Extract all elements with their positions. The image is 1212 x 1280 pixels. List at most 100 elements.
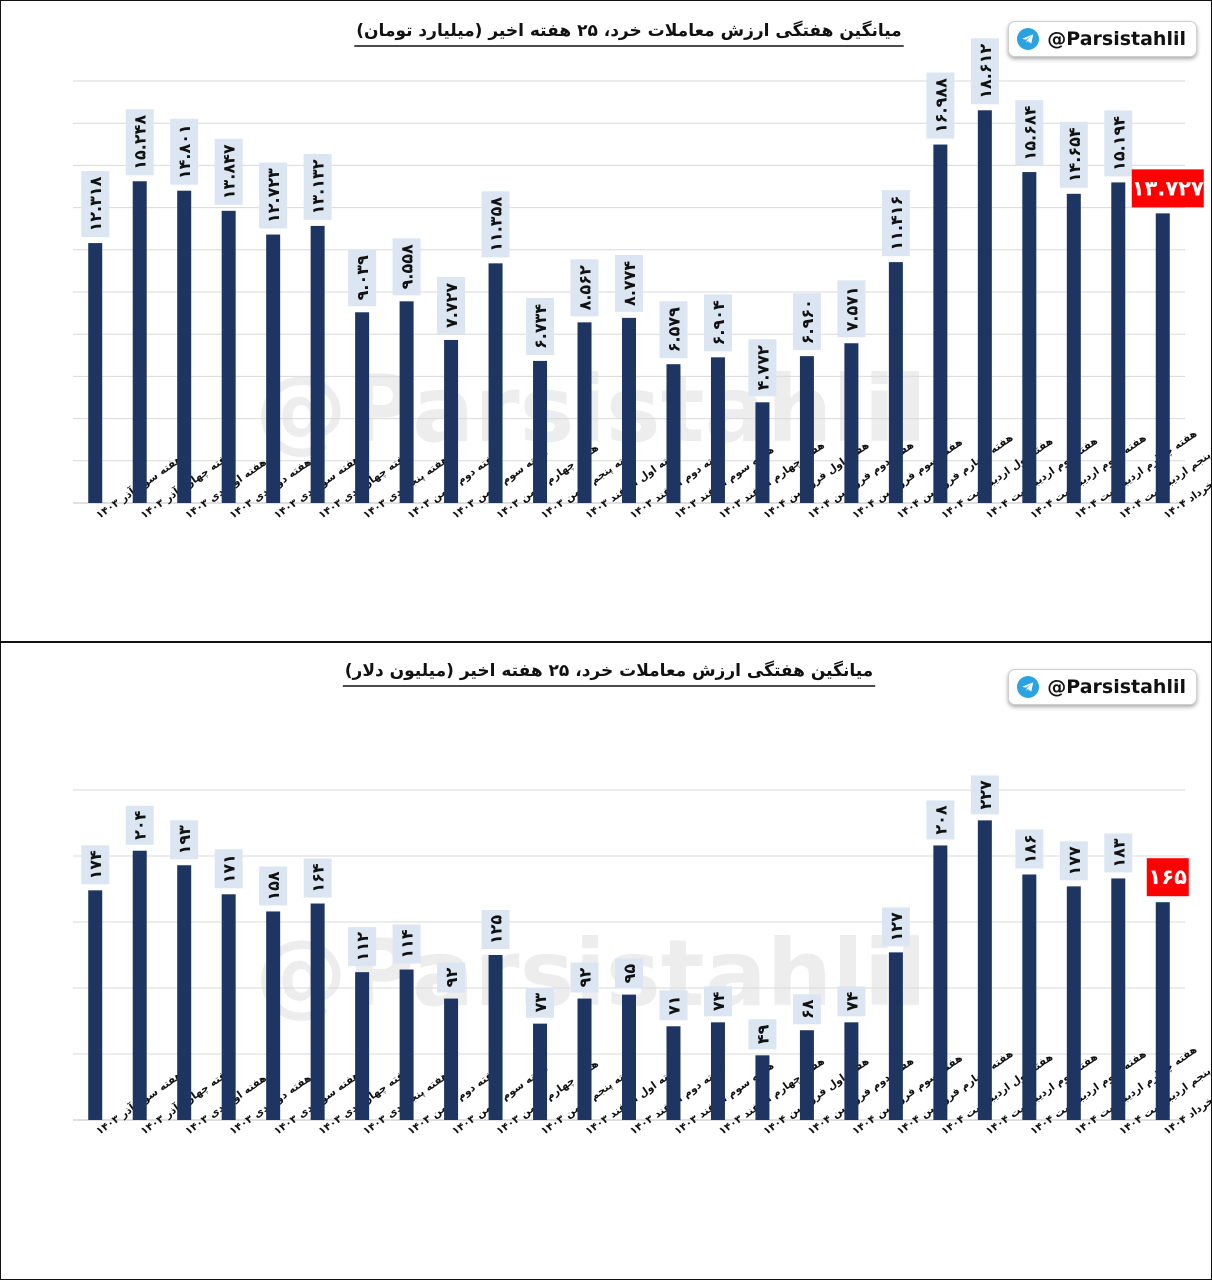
value-label: ۲۲۷ — [970, 775, 999, 815]
highlight-box — [1146, 858, 1189, 897]
value-label-bg — [437, 962, 466, 993]
value-label: ۱۲۷ — [881, 907, 910, 947]
value-label-bg — [837, 280, 866, 338]
value-label-bg — [970, 38, 999, 105]
value-label-text: ۱۸.۶۱۲ — [976, 44, 995, 99]
value-label-text: ۶.۹۰۴ — [709, 300, 728, 345]
value-label-bg — [748, 339, 777, 397]
value-label-bg — [881, 907, 910, 947]
value-label-text: ۱۲۷ — [887, 912, 906, 942]
bar — [1066, 193, 1081, 503]
value-label: ۶۸ — [792, 994, 821, 1025]
value-label-text: ۱۸۶ — [1020, 834, 1039, 863]
value-label-bg — [392, 238, 421, 296]
value-label: ۷۴ — [703, 986, 732, 1017]
value-label-text: ۱۷۴ — [86, 850, 105, 880]
value-label: ۱۳.۱۳۲ — [303, 153, 332, 220]
value-label-text: ۱۴.۶۵۴ — [1065, 127, 1084, 182]
value-label-bg — [837, 986, 866, 1017]
value-label: ۱۵۸ — [259, 866, 288, 906]
value-label-bg — [926, 72, 955, 139]
value-label: ۱۷۱ — [214, 849, 243, 889]
telegram-icon — [1017, 28, 1040, 50]
highlight-value-text: ۱۶۵ — [1149, 865, 1188, 889]
toman-chart: @Parsistahlil میانگین هفتگی ارزش معاملات … — [73, 20, 1211, 521]
value-label: ۱۲۵ — [481, 910, 510, 949]
value-label-text: ۹.۵۵۸ — [398, 244, 417, 289]
bar — [533, 360, 548, 503]
highlight-value-label: ۱۳.۷۲۷ — [1131, 169, 1204, 208]
value-label-bg — [81, 845, 110, 885]
value-label-bg — [303, 858, 332, 898]
value-label: ۸.۷۷۴ — [615, 254, 643, 312]
value-label-bg — [970, 775, 999, 815]
value-label-text: ۱۲.۷۲۳ — [264, 168, 283, 223]
value-label-text: ۷۱ — [664, 996, 683, 1016]
value-label: ۱۸۳ — [1104, 833, 1133, 873]
value-label: ۱۲.۷۲۳ — [259, 162, 288, 229]
bar — [355, 312, 370, 503]
value-label-text: ۹۵ — [620, 964, 639, 984]
value-label: ۹۵ — [615, 958, 643, 989]
value-label-bg — [926, 800, 955, 840]
value-label-text: ۱۱۲ — [353, 932, 372, 962]
value-label: ۹.۰۳۹ — [348, 249, 377, 307]
value-label-bg — [125, 805, 154, 845]
value-label-text: ۷.۵۷۱ — [842, 286, 861, 331]
bar — [755, 402, 770, 503]
bar — [88, 243, 103, 503]
value-label: ۱۸.۶۱۲ — [970, 38, 999, 105]
bar — [266, 234, 281, 504]
highlight-box — [1131, 169, 1204, 208]
bar — [622, 317, 636, 503]
value-label: ۱۱.۴۱۶ — [881, 190, 910, 257]
highlight-value-text: ۱۳.۷۲۷ — [1132, 176, 1204, 200]
value-label-bg — [792, 994, 821, 1025]
bar — [844, 1022, 859, 1120]
value-label-bg — [1104, 110, 1133, 177]
channel-badge[interactable]: @Parsistahlil — [1008, 669, 1197, 705]
value-label-bg — [437, 276, 466, 334]
value-label-text: ۷.۷۲۷ — [442, 283, 461, 328]
value-label-bg — [748, 1019, 777, 1050]
bar — [310, 225, 325, 503]
bar — [488, 955, 503, 1120]
value-label-text: ۱۵.۶۸۴ — [1020, 105, 1039, 160]
value-label-text: ۷۴ — [709, 991, 728, 1011]
bar — [710, 1022, 725, 1120]
value-label-bg — [570, 962, 599, 993]
channel-handle: @Parsistahlil — [1047, 28, 1186, 50]
bar — [88, 890, 103, 1120]
value-label-text: ۱۷۷ — [1065, 846, 1084, 876]
value-label: ۸.۵۶۲ — [570, 259, 599, 317]
dollar-chart: @Parsistahlil میانگین هفتگی ارزش معاملات … — [73, 660, 1211, 1137]
value-label-text: ۱۳.۱۳۲ — [309, 159, 328, 214]
value-label: ۱۵.۱۹۴ — [1104, 110, 1133, 177]
value-label: ۴۹ — [748, 1019, 777, 1050]
bar — [933, 845, 948, 1120]
value-label-text: ۱۱۴ — [398, 929, 417, 959]
channel-badge[interactable]: @Parsistahlil — [1008, 21, 1197, 57]
bar — [977, 110, 992, 503]
value-label-text: ۱۶.۹۸۸ — [931, 78, 950, 133]
bar — [355, 972, 370, 1120]
value-label-bg — [659, 301, 688, 359]
value-label-text: ۱۵.۲۴۸ — [131, 115, 150, 170]
value-label: ۱۱۲ — [348, 927, 377, 967]
value-label-bg — [526, 297, 555, 355]
value-label-bg — [570, 259, 599, 317]
value-label-bg — [1104, 833, 1133, 873]
toman-chart-panel: @Parsistahlil میانگین هفتگی ارزش معاملات … — [0, 0, 1212, 642]
bar — [1022, 172, 1037, 503]
bar — [577, 998, 592, 1120]
value-label-bg — [170, 820, 199, 860]
value-label: ۱۵.۲۴۸ — [125, 109, 154, 176]
bar — [444, 998, 459, 1120]
bar — [399, 301, 414, 503]
value-label-bg — [81, 171, 110, 238]
bar — [888, 262, 903, 503]
bar — [177, 190, 192, 503]
dollar-chart-panel: @Parsistahlil میانگین هفتگی ارزش معاملات … — [0, 642, 1212, 1280]
value-label-text: ۹.۰۳۹ — [353, 255, 372, 300]
value-label: ۷۱ — [659, 990, 688, 1021]
